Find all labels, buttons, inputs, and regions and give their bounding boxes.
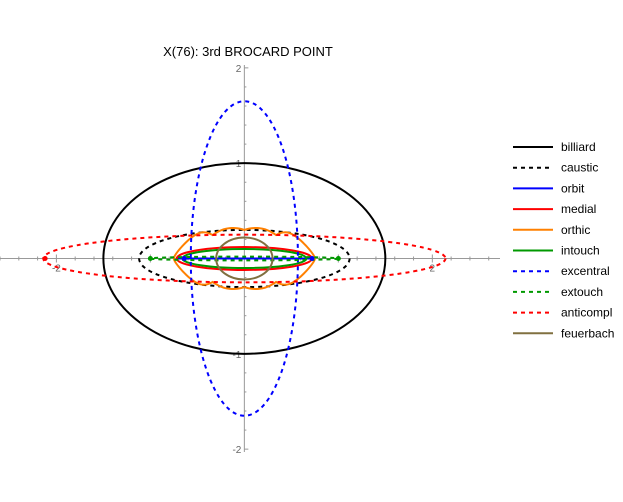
point xyxy=(309,256,315,261)
point xyxy=(42,256,48,261)
point xyxy=(147,256,153,261)
legend-label-medial: medial xyxy=(561,202,596,216)
legend-label-billiard: billiard xyxy=(561,140,596,154)
legend-label-excentral: excentral xyxy=(561,264,610,278)
x-tick-label: 2 xyxy=(430,264,436,275)
legend-label-extouch: extouch xyxy=(561,285,603,299)
y-tick-label: -1 xyxy=(232,350,241,361)
legend: billiard caustic orbit medial orthic intouch e… xyxy=(513,140,614,340)
y-tick-label: 2 xyxy=(236,64,242,75)
curves xyxy=(42,100,447,417)
legend-label-caustic: caustic xyxy=(561,161,598,175)
y-tick-label: 1 xyxy=(236,159,242,170)
curve-billiard xyxy=(102,162,387,355)
legend-label-intouch: intouch xyxy=(561,244,600,258)
chart-title: X(76): 3rd BROCARD POINT xyxy=(163,44,333,59)
curve-excentral xyxy=(189,100,299,417)
x-tick-label: -2 xyxy=(52,264,61,275)
point xyxy=(335,256,341,261)
point xyxy=(181,256,187,261)
legend-label-feuerbach: feuerbach xyxy=(561,326,614,340)
curve-feuerbach xyxy=(215,236,274,281)
legend-label-orbit: orbit xyxy=(561,181,585,195)
legend-label-anticompl: anticompl xyxy=(561,306,612,320)
legend-label-orthic: orthic xyxy=(561,223,590,237)
y-tick-label: -2 xyxy=(232,445,241,456)
